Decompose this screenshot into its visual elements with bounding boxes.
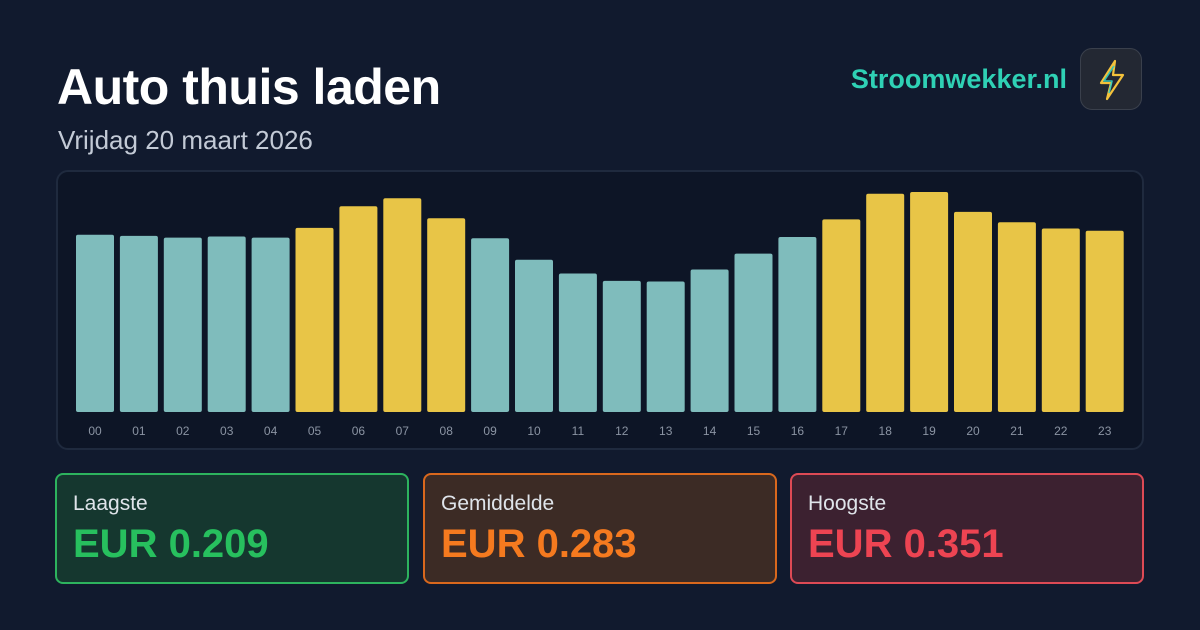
average-price-label: Gemiddelde (441, 492, 555, 515)
x-tick-label: 03 (220, 424, 234, 438)
bar-hour-00 (76, 234, 114, 412)
average-price-card: Gemiddelde EUR 0.283 (423, 473, 777, 584)
lowest-price-value: EUR 0.209 (73, 522, 269, 566)
highest-price-value: EUR 0.351 (808, 522, 1004, 566)
x-tick-label: 12 (615, 424, 629, 438)
x-tick-label: 10 (527, 424, 541, 438)
x-tick-label: 20 (966, 424, 980, 438)
x-tick-label: 13 (659, 424, 673, 438)
bar-hour-20 (954, 211, 992, 412)
x-tick-label: 00 (88, 424, 102, 438)
bar-hour-11 (558, 273, 597, 412)
page-title: Auto thuis laden (57, 59, 441, 115)
price-bar-chart: 00 01 02 03 04 05 06 07 08 09 10 11 12 13 14 15 16 17 18 19… (76, 192, 1124, 438)
x-tick-label: 02 (176, 424, 190, 438)
bar-hour-03 (207, 236, 246, 412)
x-tick-label: 16 (791, 424, 805, 438)
bar-hour-09 (471, 238, 510, 412)
bar-hour-16 (778, 237, 817, 412)
bar-hour-04 (251, 237, 290, 412)
bar-hour-15 (734, 253, 773, 412)
x-tick-label: 07 (396, 424, 410, 438)
bar-hour-07 (383, 198, 422, 412)
x-tick-label: 11 (572, 424, 585, 438)
bar-hour-02 (163, 237, 202, 412)
highest-price-label: Hoogste (808, 492, 887, 515)
x-tick-label: 19 (922, 424, 936, 438)
x-tick-label: 18 (879, 424, 893, 438)
brand-name[interactable]: Stroomwekker.nl (850, 64, 1067, 94)
bar-hour-10 (515, 259, 553, 412)
average-price-value: EUR 0.283 (441, 522, 637, 566)
bar-hour-13 (646, 281, 685, 412)
lowest-price-label: Laagste (73, 492, 148, 515)
x-tick-label: 01 (132, 424, 146, 438)
bar-hour-22 (1041, 228, 1080, 412)
x-tick-label: 05 (308, 424, 322, 438)
price-chart: 00 01 02 03 04 05 06 07 08 09 10 11 12 13 14 15 16 17 18 19… (56, 170, 1144, 450)
x-tick-label: 23 (1098, 424, 1112, 438)
highest-price-card: Hoogste EUR 0.351 (790, 473, 1144, 584)
lowest-price-card: Laagste EUR 0.209 (55, 473, 409, 584)
bar-hour-14 (690, 269, 729, 412)
bar-hour-21 (997, 222, 1036, 412)
bar-hour-08 (427, 218, 466, 412)
x-tick-label: 17 (835, 424, 849, 438)
x-tick-label: 22 (1054, 424, 1068, 438)
brand-logo[interactable] (1080, 48, 1142, 110)
lightning-bolt-icon (1099, 59, 1125, 101)
x-tick-label: 15 (747, 424, 761, 438)
page-subtitle: Vrijdag 20 maart 2026 (58, 125, 313, 155)
bar-hour-17 (822, 219, 861, 412)
bar-hour-18 (866, 193, 905, 412)
x-tick-label: 14 (703, 424, 717, 438)
bar-hour-05 (295, 227, 334, 412)
x-tick-label: 21 (1010, 424, 1024, 438)
bar-hour-19 (910, 192, 949, 412)
bar-hour-12 (602, 280, 641, 412)
x-tick-label: 08 (440, 424, 454, 438)
x-tick-label: 09 (483, 424, 497, 438)
bar-hour-23 (1085, 230, 1124, 412)
x-tick-label: 04 (264, 424, 278, 438)
bar-hour-06 (339, 206, 378, 412)
x-tick-label: 06 (352, 424, 366, 438)
bar-hour-01 (119, 235, 158, 412)
